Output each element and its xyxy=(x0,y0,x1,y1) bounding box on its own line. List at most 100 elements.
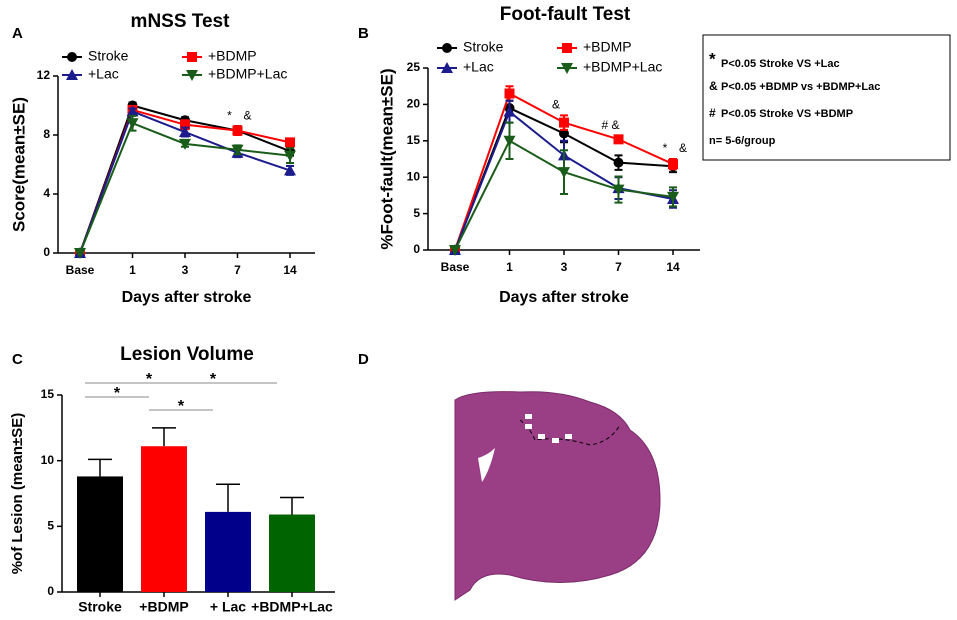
x-tick-label: Stroke xyxy=(78,599,122,615)
legend-marker xyxy=(186,70,198,81)
data-point xyxy=(449,245,461,256)
comparison-label: * xyxy=(114,385,121,402)
brain-slice xyxy=(454,391,661,601)
error-bar xyxy=(280,496,304,515)
chart-title: Foot-fault Test xyxy=(500,4,631,25)
data-point xyxy=(284,164,296,176)
data-point xyxy=(126,105,139,117)
legend-marker xyxy=(66,69,78,80)
y-tick-label: 15 xyxy=(407,133,421,147)
data-point xyxy=(284,150,296,162)
comparison-label: * xyxy=(178,398,185,415)
data-point xyxy=(231,144,244,156)
x-tick-label: 1 xyxy=(129,263,136,277)
lesion-border xyxy=(519,419,621,446)
y-tick-label: 12 xyxy=(37,68,51,82)
x-tick-label: + Lac xyxy=(210,599,246,615)
data-point xyxy=(559,128,569,139)
x-axis-label: Days after stroke xyxy=(499,289,629,306)
x-tick-label: +BDMP xyxy=(139,599,188,615)
legend-label: +Lac xyxy=(463,59,494,75)
brain-image xyxy=(454,391,661,601)
note-symbol: & xyxy=(709,79,718,93)
significance-mark: # & xyxy=(601,118,619,132)
legend-marker xyxy=(561,63,573,74)
x-tick-label: 3 xyxy=(561,260,568,274)
legend-label: +BDMP+Lac xyxy=(583,59,662,75)
data-point xyxy=(504,88,515,99)
data-point xyxy=(285,137,295,148)
x-axis-label: Days after stroke xyxy=(122,289,252,306)
error-bar xyxy=(216,483,240,512)
y-tick-label: 20 xyxy=(407,97,421,111)
significance-mark: * xyxy=(227,108,232,122)
x-tick-label: 1 xyxy=(506,260,513,274)
y-tick-label: 10 xyxy=(41,453,55,467)
panel-label: C xyxy=(12,351,23,368)
bar xyxy=(141,446,187,592)
y-tick-label: 0 xyxy=(47,584,54,598)
note-text: P<0.05 +BDMP vs +BDMP+Lac xyxy=(721,81,880,93)
y-tick-label: 15 xyxy=(41,387,55,401)
note-symbol: # xyxy=(709,106,716,120)
significance-mark: & xyxy=(552,97,560,111)
data-point xyxy=(559,117,569,128)
y-tick-label: 4 xyxy=(43,186,50,200)
legend-marker xyxy=(67,52,77,62)
x-tick-label: 3 xyxy=(182,263,189,277)
x-tick-label: +BDMP+Lac xyxy=(251,599,333,615)
y-tick-label: 25 xyxy=(407,60,421,74)
x-tick-label: 14 xyxy=(666,260,680,274)
note-symbol: * xyxy=(709,49,716,68)
significance-mark: * xyxy=(663,141,668,155)
legend-marker xyxy=(441,62,453,73)
data-point xyxy=(667,191,679,203)
panel-label: B xyxy=(358,25,369,42)
y-tick-label: 5 xyxy=(47,519,54,533)
data-point xyxy=(74,248,86,259)
ventricle xyxy=(478,448,495,482)
note-text: P<0.05 Stroke VS +BDMP xyxy=(721,108,853,120)
y-tick-label: 0 xyxy=(413,242,420,256)
bar xyxy=(205,511,251,592)
legend-label: +BDMP+Lac xyxy=(208,66,287,82)
y-axis-label: Score(mean±SE) xyxy=(9,97,28,232)
marker xyxy=(525,424,532,429)
x-tick-label: 7 xyxy=(615,260,622,274)
data-point xyxy=(179,138,191,150)
data-point xyxy=(503,135,516,147)
marker xyxy=(525,414,532,419)
legend-label: +Lac xyxy=(88,66,119,82)
y-axis-label: %of Lesion (mean±SE) xyxy=(9,413,26,575)
chart-title: Lesion Volume xyxy=(120,344,254,365)
panel-label: D xyxy=(358,351,369,368)
y-tick-label: 0 xyxy=(43,245,50,259)
data-point xyxy=(613,157,624,168)
data-point xyxy=(613,134,624,145)
x-tick-label: Base xyxy=(441,260,470,274)
data-point xyxy=(232,125,243,136)
x-tick-label: 14 xyxy=(283,263,297,277)
y-tick-label: 10 xyxy=(407,169,421,183)
chart-panel: C Lesion Volume %of Lesion (mean±SE) 0 5 10 15… xyxy=(9,344,335,615)
significance-mark: & xyxy=(679,141,687,155)
data-point xyxy=(668,159,678,170)
panel-label: A xyxy=(12,25,23,42)
data-point xyxy=(179,126,191,138)
notes-box xyxy=(702,34,951,161)
error-bar xyxy=(152,427,176,447)
data-point xyxy=(612,184,625,196)
marker xyxy=(565,434,572,439)
chart-title: mNSS Test xyxy=(131,11,231,32)
legend-marker xyxy=(442,43,452,53)
legend-label: +BDMP xyxy=(208,48,257,64)
y-axis-label: %Foot-fault(mean±SE) xyxy=(377,68,396,249)
data-point xyxy=(503,105,516,117)
legend-label: Stroke xyxy=(463,39,504,55)
x-tick-label: 7 xyxy=(234,263,241,277)
legend-marker xyxy=(187,52,197,62)
data-point xyxy=(180,119,190,130)
